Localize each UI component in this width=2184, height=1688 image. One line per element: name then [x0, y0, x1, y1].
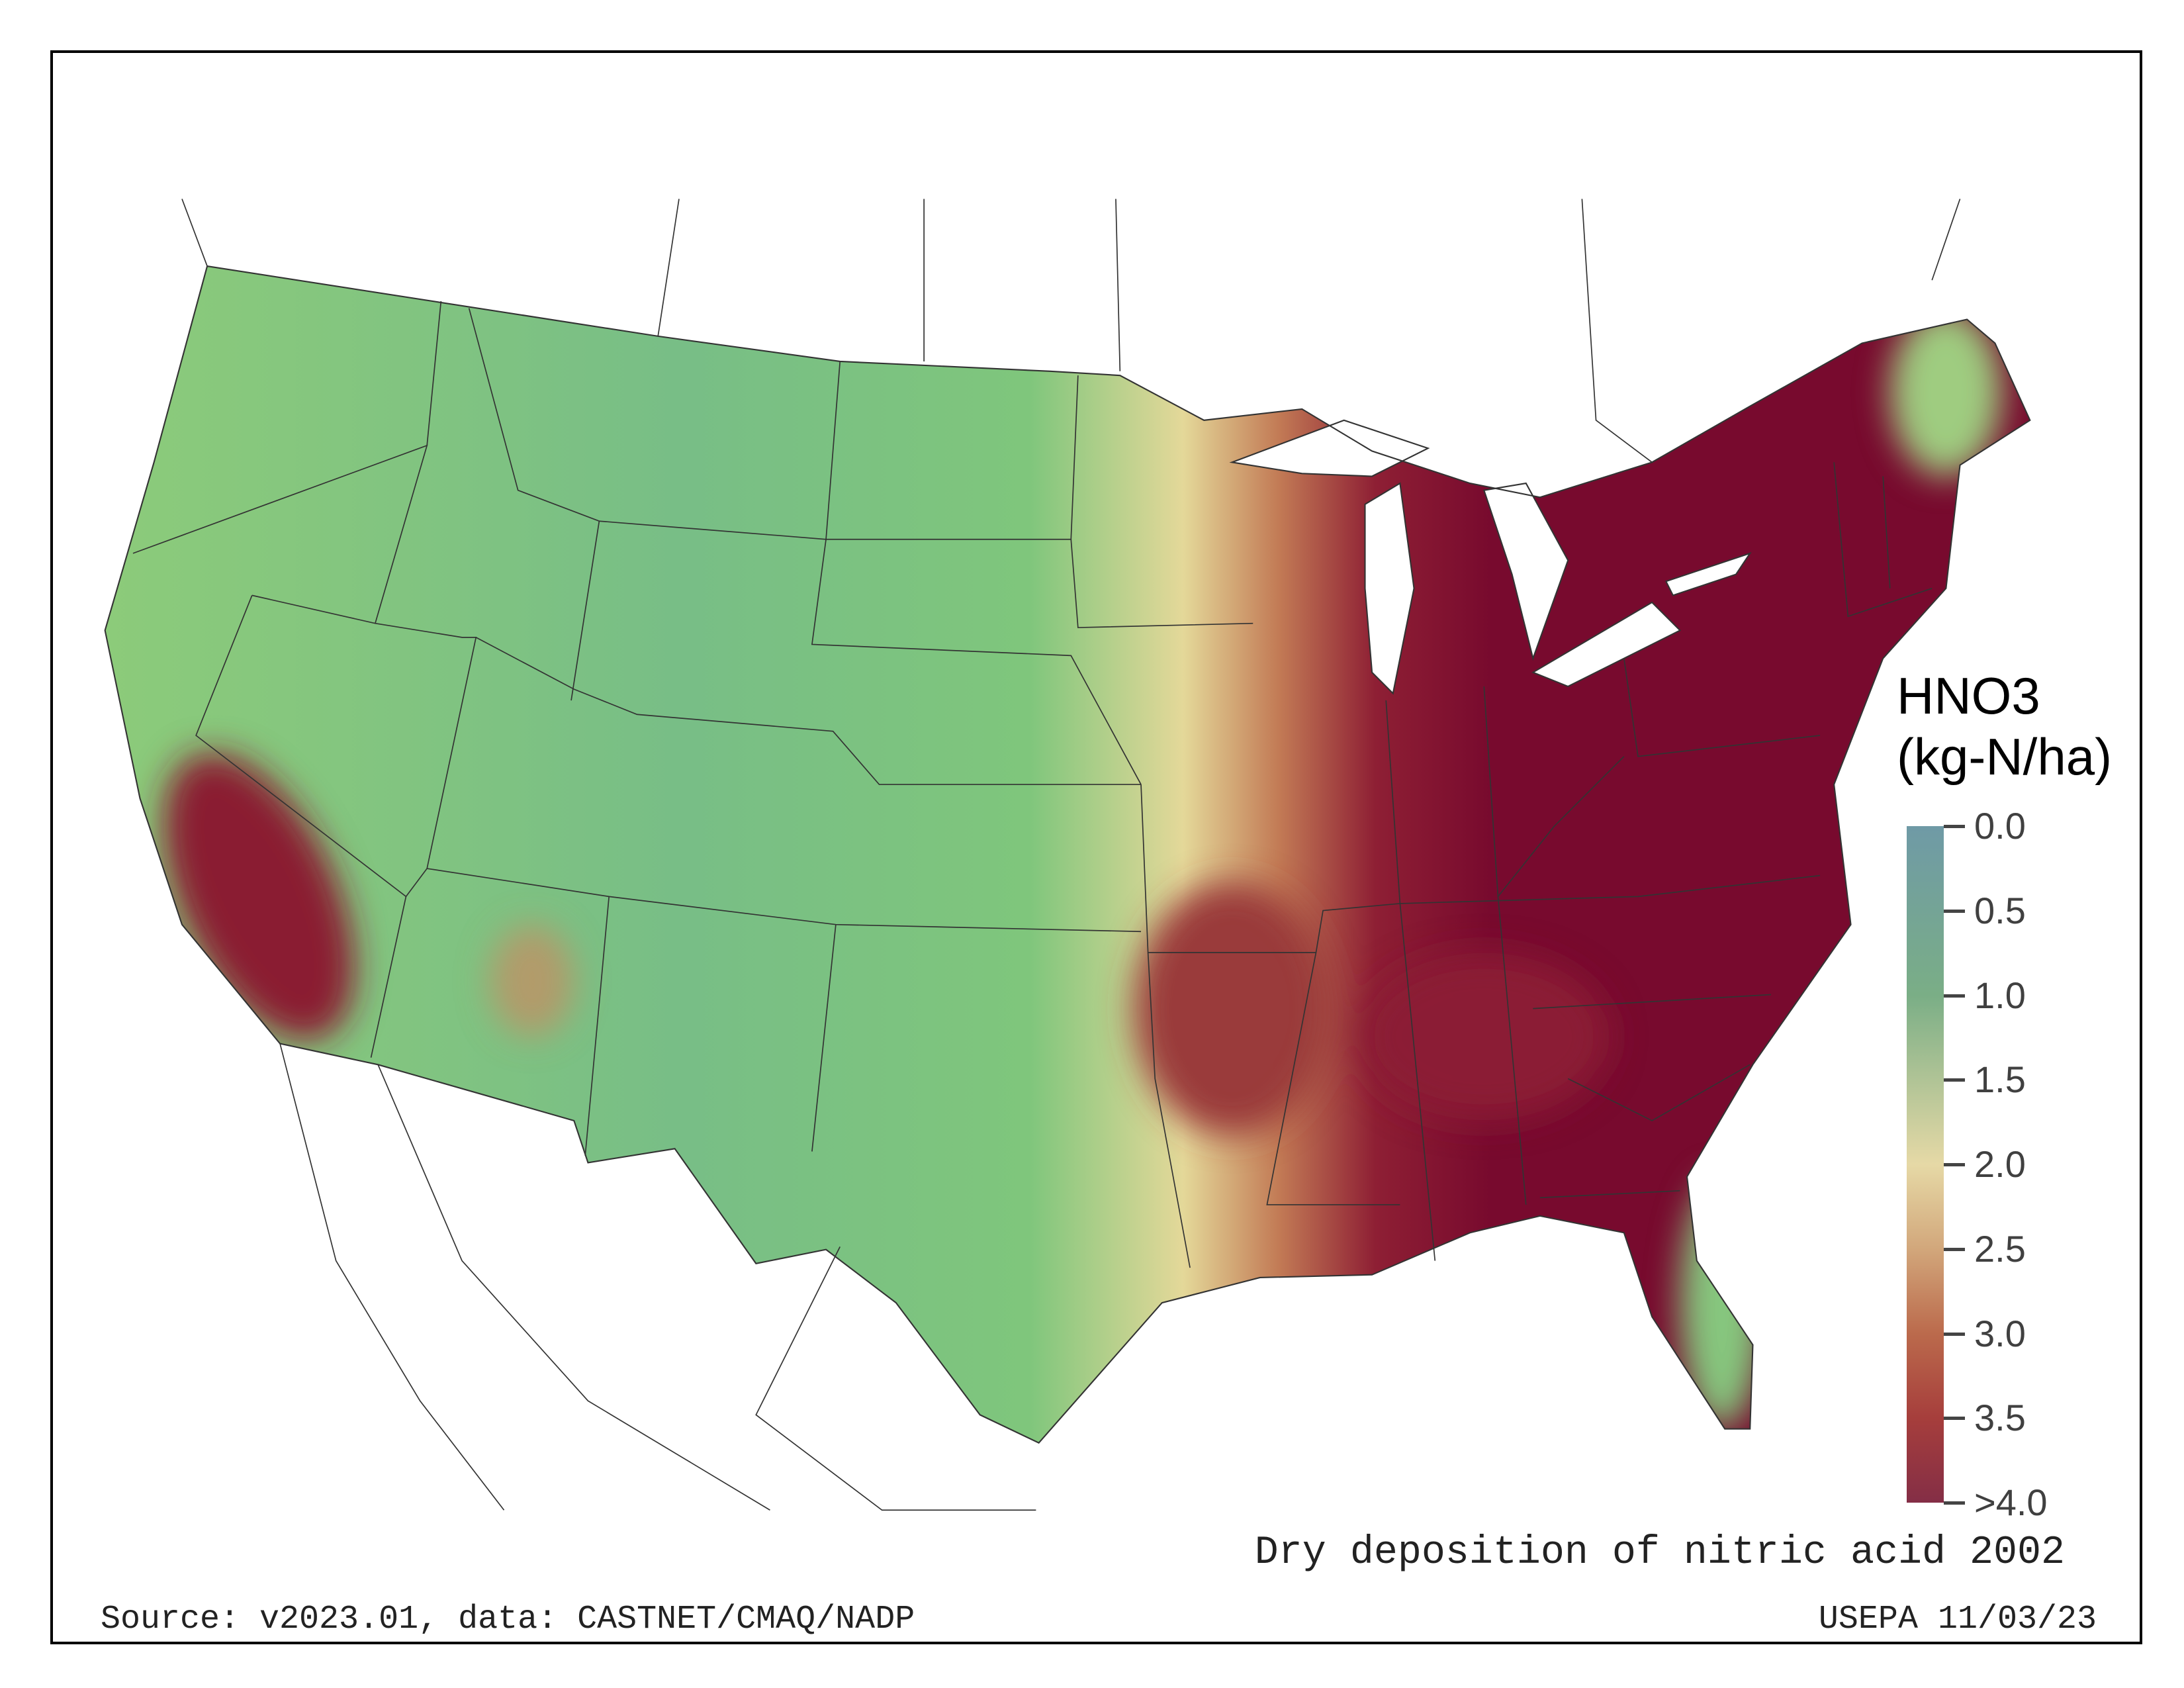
deposition-raster	[105, 266, 2030, 1443]
great-lakes	[1229, 419, 1752, 695]
source-note: Source: v2023.01, data: CASTNET/CMAQ/NAD…	[101, 1601, 915, 1638]
colorbar	[1907, 826, 1944, 1503]
colorbar-tick	[1944, 909, 1965, 913]
colorbar-tick-label: 3.0	[1974, 1312, 2026, 1354]
colorbar-tick	[1944, 1078, 1965, 1082]
legend-title-units: (kg-N/ha)	[1897, 727, 2113, 786]
colorbar-tick	[1944, 1417, 1965, 1421]
colorbar-tick-label: 1.5	[1974, 1058, 2026, 1101]
colorbar-tick-label: 0.0	[1974, 805, 2026, 847]
neighbor-borders	[181, 199, 1961, 1511]
figure-frame	[50, 50, 2142, 1644]
colorbar-tick	[1944, 1332, 1965, 1336]
colorbar-tick-label: 1.0	[1974, 974, 2026, 1016]
colorbar-tick-label: >4.0	[1974, 1481, 2048, 1523]
credit-note: USEPA 11/03/23	[1818, 1601, 2097, 1638]
colorbar-tick-label: 2.0	[1974, 1143, 2026, 1185]
colorbar-tick	[1944, 1163, 1965, 1166]
colorbar-tick	[1944, 825, 1965, 828]
colorbar-tick-label: 2.5	[1974, 1227, 2026, 1270]
map-title: Dry deposition of nitric acid 2002	[1254, 1530, 2065, 1575]
colorbar-tick	[1944, 1247, 1965, 1251]
colorbar-tick	[1944, 1501, 1965, 1505]
colorbar-tick-label: 0.5	[1974, 889, 2026, 931]
legend-title-variable: HNO3	[1897, 667, 2040, 725]
state-borders	[132, 301, 1933, 1268]
colorbar-tick	[1944, 994, 1965, 998]
colorbar-tick-label: 3.5	[1974, 1397, 2026, 1439]
legend-title: HNO3 (kg-N/ha)	[1897, 665, 2112, 787]
